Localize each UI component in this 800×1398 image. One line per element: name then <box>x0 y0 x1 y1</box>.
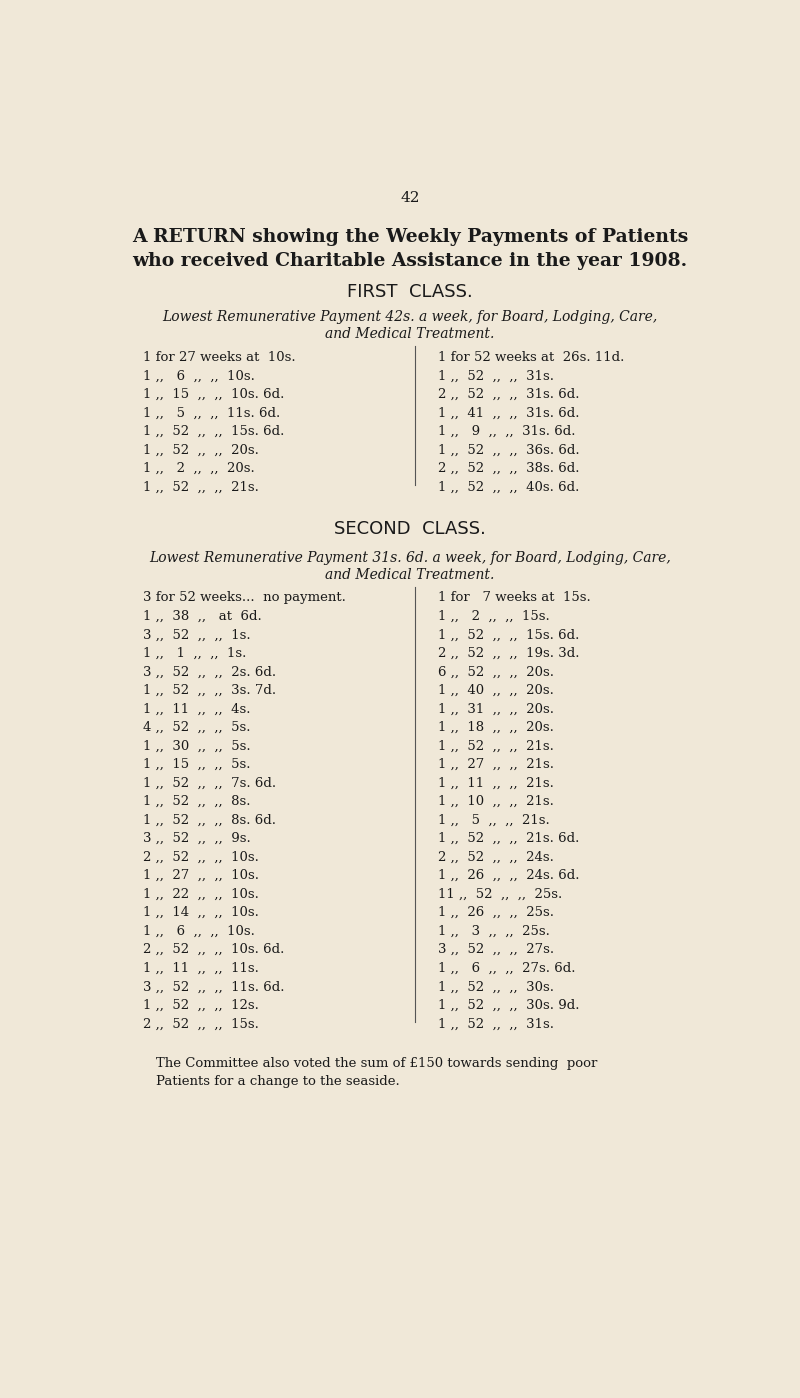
Text: 1 ,,  38  ,,   at  6d.: 1 ,, 38 ,, at 6d. <box>143 610 262 624</box>
Text: 1 ,,   5  ,,  ,,  21s.: 1 ,, 5 ,, ,, 21s. <box>438 814 550 826</box>
Text: 1 ,,  52  ,,  ,,  3s. 7d.: 1 ,, 52 ,, ,, 3s. 7d. <box>143 684 277 698</box>
Text: 3 ,,  52  ,,  ,,  11s. 6d.: 3 ,, 52 ,, ,, 11s. 6d. <box>143 980 285 993</box>
Text: 1 ,,  52  ,,  ,,  31s.: 1 ,, 52 ,, ,, 31s. <box>438 369 554 382</box>
Text: 1 ,,  52  ,,  ,,  15s. 6d.: 1 ,, 52 ,, ,, 15s. 6d. <box>438 629 579 642</box>
Text: 1 ,,  26  ,,  ,,  25s.: 1 ,, 26 ,, ,, 25s. <box>438 906 554 920</box>
Text: 1 ,,  52  ,,  ,,  36s. 6d.: 1 ,, 52 ,, ,, 36s. 6d. <box>438 443 579 456</box>
Text: 3 ,,  52  ,,  ,,  9s.: 3 ,, 52 ,, ,, 9s. <box>143 832 251 846</box>
Text: 2 ,,  52  ,,  ,,  38s. 6d.: 2 ,, 52 ,, ,, 38s. 6d. <box>438 461 579 475</box>
Text: 11 ,,  52  ,,  ,,  25s.: 11 ,, 52 ,, ,, 25s. <box>438 888 562 900</box>
Text: 1 ,,   2  ,,  ,,  15s.: 1 ,, 2 ,, ,, 15s. <box>438 610 550 624</box>
Text: 1 ,,  52  ,,  ,,  30s. 9d.: 1 ,, 52 ,, ,, 30s. 9d. <box>438 998 579 1012</box>
Text: 2 ,,  52  ,,  ,,  10s.: 2 ,, 52 ,, ,, 10s. <box>143 850 259 864</box>
Text: FIRST  CLASS.: FIRST CLASS. <box>347 282 473 301</box>
Text: 1 ,,  18  ,,  ,,  20s.: 1 ,, 18 ,, ,, 20s. <box>438 721 554 734</box>
Text: 1 ,,  52  ,,  ,,  20s.: 1 ,, 52 ,, ,, 20s. <box>143 443 259 456</box>
Text: 3 for 52 weeks...  no payment.: 3 for 52 weeks... no payment. <box>143 591 346 604</box>
Text: 1 ,,  11  ,,  ,,  4s.: 1 ,, 11 ,, ,, 4s. <box>143 703 251 716</box>
Text: 1 ,,  41  ,,  ,,  31s. 6d.: 1 ,, 41 ,, ,, 31s. 6d. <box>438 407 579 419</box>
Text: 3 ,,  52  ,,  ,,  1s.: 3 ,, 52 ,, ,, 1s. <box>143 629 251 642</box>
Text: who received Charitable Assistance in the year 1908.: who received Charitable Assistance in th… <box>133 252 687 270</box>
Text: 3 ,,  52  ,,  ,,  27s.: 3 ,, 52 ,, ,, 27s. <box>438 944 554 956</box>
Text: 2 ,,  52  ,,  ,,  31s. 6d.: 2 ,, 52 ,, ,, 31s. 6d. <box>438 387 579 401</box>
Text: 1 ,,   6  ,,  ,,  27s. 6d.: 1 ,, 6 ,, ,, 27s. 6d. <box>438 962 575 974</box>
Text: 1 for 27 weeks at  10s.: 1 for 27 weeks at 10s. <box>143 351 296 363</box>
Text: 1 ,,  15  ,,  ,,  10s. 6d.: 1 ,, 15 ,, ,, 10s. 6d. <box>143 387 285 401</box>
Text: 1 ,,  52  ,,  ,,  21s.: 1 ,, 52 ,, ,, 21s. <box>438 740 554 752</box>
Text: 2 ,,  52  ,,  ,,  15s.: 2 ,, 52 ,, ,, 15s. <box>143 1018 259 1030</box>
Text: 6 ,,  52  ,,  ,,  20s.: 6 ,, 52 ,, ,, 20s. <box>438 665 554 678</box>
Text: 1 ,,  52  ,,  ,,  8s. 6d.: 1 ,, 52 ,, ,, 8s. 6d. <box>143 814 277 826</box>
Text: 1 ,,   1  ,,  ,,  1s.: 1 ,, 1 ,, ,, 1s. <box>143 647 246 660</box>
Text: 2 ,,  52  ,,  ,,  10s. 6d.: 2 ,, 52 ,, ,, 10s. 6d. <box>143 944 285 956</box>
Text: 1 ,,  10  ,,  ,,  21s.: 1 ,, 10 ,, ,, 21s. <box>438 795 554 808</box>
Text: 1 ,,   5  ,,  ,,  11s. 6d.: 1 ,, 5 ,, ,, 11s. 6d. <box>143 407 281 419</box>
Text: 1 ,,  11  ,,  ,,  11s.: 1 ,, 11 ,, ,, 11s. <box>143 962 259 974</box>
Text: 1 ,,  52  ,,  ,,  7s. 6d.: 1 ,, 52 ,, ,, 7s. 6d. <box>143 777 277 790</box>
Text: 1 for   7 weeks at  15s.: 1 for 7 weeks at 15s. <box>438 591 590 604</box>
Text: and Medical Treatment.: and Medical Treatment. <box>326 327 494 341</box>
Text: 1 ,,  52  ,,  ,,  12s.: 1 ,, 52 ,, ,, 12s. <box>143 998 259 1012</box>
Text: 2 ,,  52  ,,  ,,  24s.: 2 ,, 52 ,, ,, 24s. <box>438 850 554 864</box>
Text: and Medical Treatment.: and Medical Treatment. <box>326 568 494 582</box>
Text: Lowest Remunerative Payment 31s. 6d. a week, for Board, Lodging, Care,: Lowest Remunerative Payment 31s. 6d. a w… <box>149 551 671 565</box>
Text: 1 ,,   3  ,,  ,,  25s.: 1 ,, 3 ,, ,, 25s. <box>438 924 550 938</box>
Text: 1 ,,  52  ,,  ,,  15s. 6d.: 1 ,, 52 ,, ,, 15s. 6d. <box>143 425 285 438</box>
Text: 1 ,,  40  ,,  ,,  20s.: 1 ,, 40 ,, ,, 20s. <box>438 684 554 698</box>
Text: A RETURN showing the Weekly Payments of Patients: A RETURN showing the Weekly Payments of … <box>132 228 688 246</box>
Text: 1 ,,  26  ,,  ,,  24s. 6d.: 1 ,, 26 ,, ,, 24s. 6d. <box>438 870 579 882</box>
Text: 2 ,,  52  ,,  ,,  19s. 3d.: 2 ,, 52 ,, ,, 19s. 3d. <box>438 647 579 660</box>
Text: The Committee also voted the sum of £150 towards sending  poor: The Committee also voted the sum of £150… <box>156 1057 597 1071</box>
Text: 3 ,,  52  ,,  ,,  2s. 6d.: 3 ,, 52 ,, ,, 2s. 6d. <box>143 665 277 678</box>
Text: 1 ,,   9  ,,  ,,  31s. 6d.: 1 ,, 9 ,, ,, 31s. 6d. <box>438 425 575 438</box>
Text: 1 ,,  15  ,,  ,,  5s.: 1 ,, 15 ,, ,, 5s. <box>143 758 251 772</box>
Text: 1 for 52 weeks at  26s. 11d.: 1 for 52 weeks at 26s. 11d. <box>438 351 624 363</box>
Text: 1 ,,  52  ,,  ,,  40s. 6d.: 1 ,, 52 ,, ,, 40s. 6d. <box>438 481 579 493</box>
Text: 1 ,,  11  ,,  ,,  21s.: 1 ,, 11 ,, ,, 21s. <box>438 777 554 790</box>
Text: 1 ,,   6  ,,  ,,  10s.: 1 ,, 6 ,, ,, 10s. <box>143 924 255 938</box>
Text: 1 ,,  52  ,,  ,,  21s.: 1 ,, 52 ,, ,, 21s. <box>143 481 259 493</box>
Text: 1 ,,   2  ,,  ,,  20s.: 1 ,, 2 ,, ,, 20s. <box>143 461 255 475</box>
Text: 1 ,,  27  ,,  ,,  10s.: 1 ,, 27 ,, ,, 10s. <box>143 870 259 882</box>
Text: SECOND  CLASS.: SECOND CLASS. <box>334 520 486 538</box>
Text: 1 ,,  14  ,,  ,,  10s.: 1 ,, 14 ,, ,, 10s. <box>143 906 259 920</box>
Text: 1 ,,  27  ,,  ,,  21s.: 1 ,, 27 ,, ,, 21s. <box>438 758 554 772</box>
Text: 4 ,,  52  ,,  ,,  5s.: 4 ,, 52 ,, ,, 5s. <box>143 721 251 734</box>
Text: Lowest Remunerative Payment 42s. a week, for Board, Lodging, Care,: Lowest Remunerative Payment 42s. a week,… <box>162 310 658 324</box>
Text: 1 ,,   6  ,,  ,,  10s.: 1 ,, 6 ,, ,, 10s. <box>143 369 255 382</box>
Text: 1 ,,  31  ,,  ,,  20s.: 1 ,, 31 ,, ,, 20s. <box>438 703 554 716</box>
Text: 1 ,,  52  ,,  ,,  30s.: 1 ,, 52 ,, ,, 30s. <box>438 980 554 993</box>
Text: 1 ,,  52  ,,  ,,  8s.: 1 ,, 52 ,, ,, 8s. <box>143 795 251 808</box>
Text: 1 ,,  30  ,,  ,,  5s.: 1 ,, 30 ,, ,, 5s. <box>143 740 251 752</box>
Text: 1 ,,  22  ,,  ,,  10s.: 1 ,, 22 ,, ,, 10s. <box>143 888 259 900</box>
Text: Patients for a change to the seaside.: Patients for a change to the seaside. <box>156 1075 399 1088</box>
Text: 42: 42 <box>400 192 420 206</box>
Text: 1 ,,  52  ,,  ,,  31s.: 1 ,, 52 ,, ,, 31s. <box>438 1018 554 1030</box>
Text: 1 ,,  52  ,,  ,,  21s. 6d.: 1 ,, 52 ,, ,, 21s. 6d. <box>438 832 579 846</box>
